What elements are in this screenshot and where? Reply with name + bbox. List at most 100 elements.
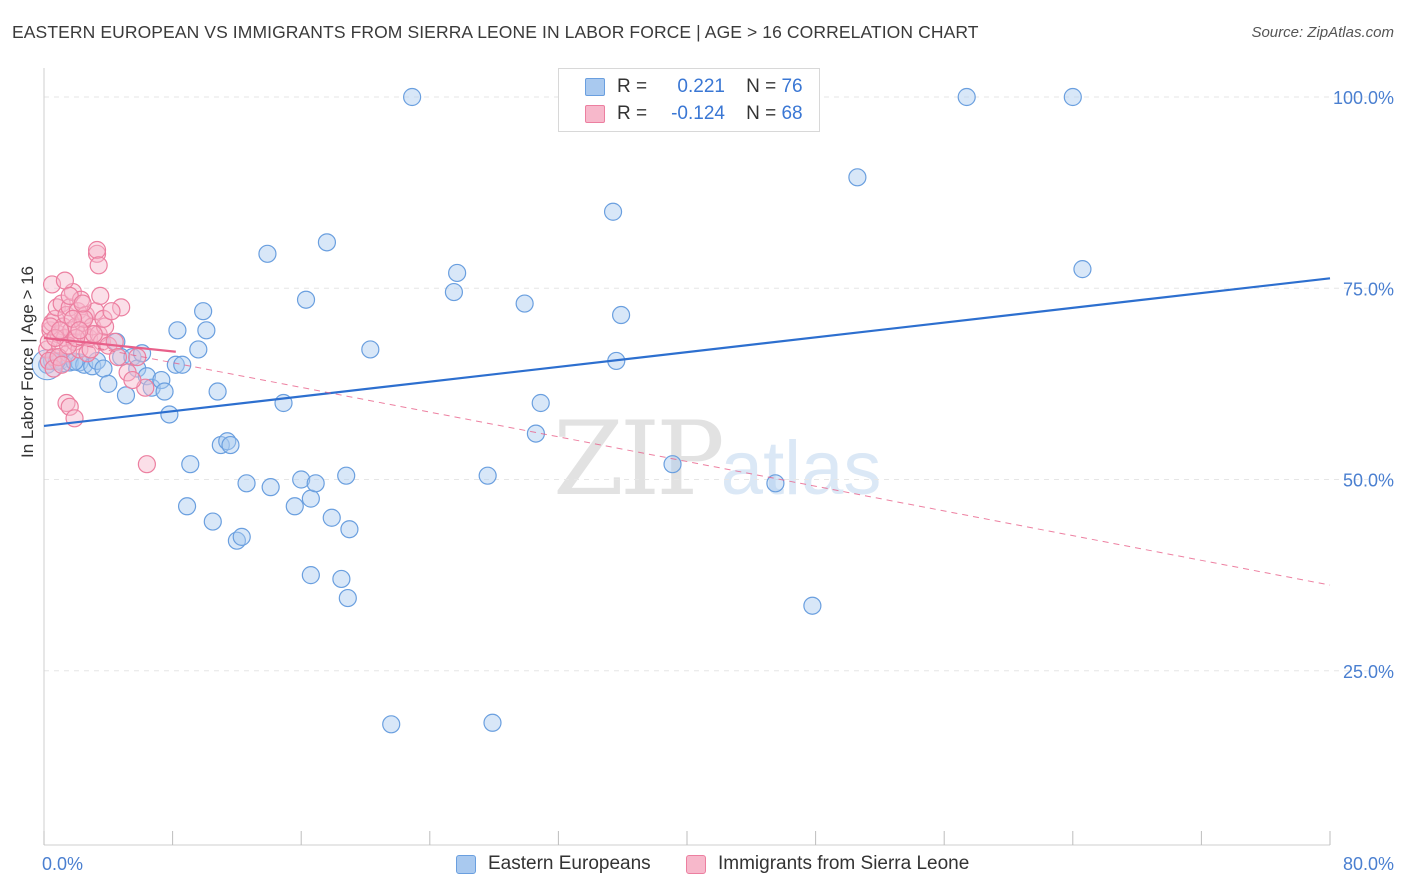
data-point-eastern-european — [203, 512, 222, 531]
data-point-eastern-european — [848, 168, 867, 187]
legend-r-value: 0.221 — [677, 76, 725, 97]
watermark-atlas: atlas — [720, 426, 882, 511]
data-point-sierra-leone — [87, 240, 107, 260]
legend-row-sierra-leone: R = -0.124 N = 68 — [585, 102, 803, 126]
data-point-eastern-european — [1063, 87, 1082, 107]
data-point-eastern-european — [332, 569, 351, 589]
data-point-sierra-leone — [73, 294, 92, 313]
legend-r-label: R = — [617, 103, 648, 124]
legend-n-value: 76 — [781, 76, 803, 97]
data-point-eastern-european — [306, 474, 325, 493]
data-point-sierra-leone — [60, 397, 79, 416]
legend-swatch-pink — [686, 854, 706, 874]
data-point-eastern-european — [483, 713, 502, 732]
data-point-sierra-leone — [59, 344, 78, 363]
x-tick-label: 80.0% — [1343, 854, 1394, 874]
data-point-sierra-leone — [65, 409, 84, 428]
data-point-eastern-european — [337, 466, 356, 485]
chart-title: EASTERN EUROPEAN VS IMMIGRANTS FROM SIER… — [12, 22, 979, 42]
y-tick-label: 25.0% — [1343, 662, 1394, 682]
legend-r-label: R = — [617, 76, 648, 97]
data-point-eastern-european — [296, 290, 316, 309]
legend-swatch-blue — [456, 854, 476, 874]
data-point-eastern-european — [340, 520, 359, 539]
data-point-eastern-european — [663, 455, 682, 474]
legend-item-eastern-europeans: Eastern Europeans — [456, 853, 651, 875]
legend-n-value: 68 — [781, 103, 803, 124]
data-point-eastern-european — [361, 340, 380, 359]
data-point-eastern-european — [515, 294, 534, 313]
data-point-eastern-european — [611, 305, 631, 325]
data-point-eastern-european — [603, 202, 623, 221]
data-point-eastern-european — [448, 263, 467, 283]
legend-n-label: N = — [746, 76, 777, 97]
data-point-eastern-european — [1073, 260, 1092, 279]
trend-line-eastern-europeans — [43, 277, 1331, 428]
data-point-eastern-european — [160, 405, 179, 424]
data-point-eastern-european — [338, 588, 357, 608]
data-point-eastern-european — [261, 478, 280, 497]
trend-line-sierra-leone-dashed — [43, 337, 1331, 586]
data-point-sierra-leone — [105, 332, 124, 351]
data-point-eastern-european — [232, 527, 251, 546]
tick-labels: 25.0% 50.0% 75.0% 100.0% 0.0% 80.0% — [42, 88, 1394, 874]
data-point-eastern-european — [285, 497, 304, 516]
data-point-eastern-european — [208, 382, 227, 401]
data-point-eastern-european — [173, 355, 192, 374]
data-point-eastern-european — [177, 497, 197, 516]
data-point-sierra-leone — [70, 321, 89, 340]
data-point-eastern-european — [444, 282, 464, 302]
data-point-eastern-european — [189, 340, 208, 359]
correlation-legend: R = 0.221 N = 76 R = -0.124 N = 68 — [558, 68, 820, 132]
watermark-zip: ZIP — [553, 400, 725, 519]
data-point-eastern-european — [478, 466, 497, 485]
data-point-eastern-european — [155, 382, 174, 401]
data-point-eastern-european — [99, 374, 118, 393]
y-tick-label: 75.0% — [1343, 279, 1394, 299]
legend-r-value: -0.124 — [671, 103, 725, 124]
legend-label: Eastern Europeans — [488, 853, 651, 874]
data-point-sierra-leone — [112, 298, 131, 317]
data-point-sierra-leone — [137, 455, 156, 474]
series-eastern-europeans — [31, 87, 1092, 734]
legend-item-sierra-leone: Immigrants from Sierra Leone — [686, 853, 969, 875]
data-point-eastern-european — [403, 87, 422, 107]
data-point-eastern-european — [322, 508, 341, 527]
x-tick-label: 0.0% — [42, 854, 83, 874]
legend-row-eastern-europeans: R = 0.221 N = 76 — [585, 75, 803, 99]
data-point-eastern-european — [137, 367, 156, 386]
legend-swatch-blue — [585, 78, 605, 96]
data-point-eastern-european — [258, 244, 277, 263]
y-axis-label: In Labor Force | Age > 16 — [18, 265, 37, 458]
data-point-eastern-european — [168, 321, 187, 340]
data-point-eastern-european — [166, 355, 185, 374]
data-point-eastern-european — [94, 359, 113, 378]
series-legend: Eastern Europeans Immigrants from Sierra… — [0, 851, 1406, 879]
source-label: Source: ZipAtlas.com — [1251, 24, 1394, 41]
y-tick-label: 50.0% — [1343, 471, 1394, 491]
data-point-sierra-leone — [55, 271, 74, 290]
data-point-sierra-leone — [81, 340, 100, 359]
watermark: ZIPatlas — [553, 400, 881, 519]
data-point-eastern-european — [317, 233, 337, 252]
data-point-eastern-european — [803, 596, 822, 615]
series-sierra-leone — [38, 240, 156, 474]
data-point-eastern-european — [531, 393, 550, 413]
data-point-sierra-leone — [123, 370, 142, 390]
data-point-eastern-european — [382, 715, 401, 734]
data-point-sierra-leone — [41, 317, 60, 336]
data-point-sierra-leone — [87, 244, 107, 263]
data-point-eastern-european — [197, 321, 216, 340]
data-point-eastern-european — [237, 474, 256, 493]
data-point-sierra-leone — [102, 302, 121, 321]
data-point-eastern-european — [181, 455, 200, 474]
gridlines — [44, 96, 1368, 672]
legend-label: Immigrants from Sierra Leone — [718, 853, 970, 874]
data-point-eastern-european — [957, 87, 976, 107]
legend-swatch-pink — [585, 105, 605, 123]
data-point-eastern-european — [301, 566, 320, 585]
data-point-sierra-leone — [63, 309, 83, 328]
data-point-eastern-european — [152, 370, 171, 390]
data-point-sierra-leone — [52, 355, 71, 374]
